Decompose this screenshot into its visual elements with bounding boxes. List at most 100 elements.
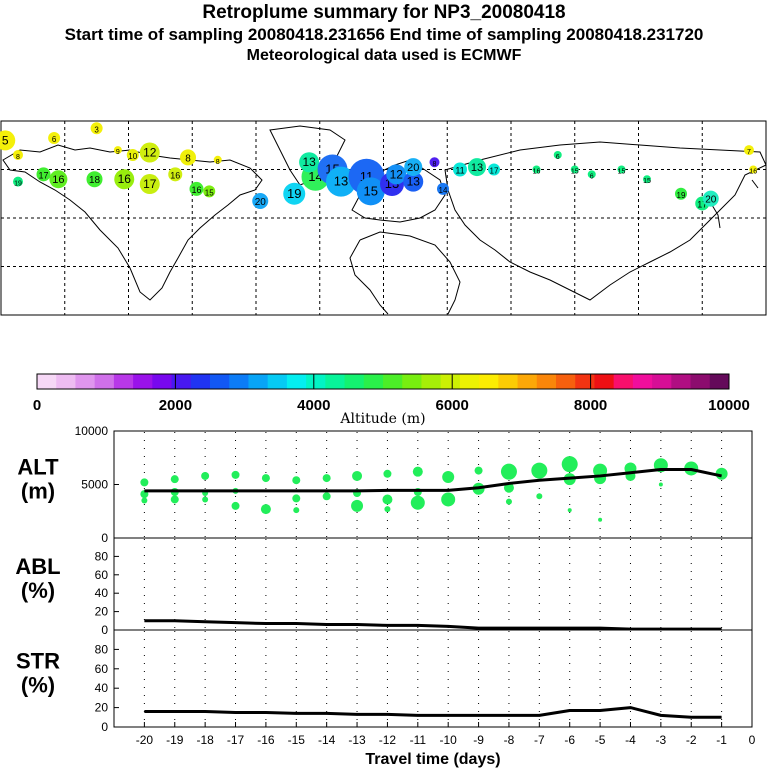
colorbar-swatch bbox=[498, 374, 519, 389]
colorbar-swatch bbox=[440, 374, 461, 389]
colorbar-swatch bbox=[421, 374, 442, 389]
plume-marker bbox=[386, 164, 407, 185]
alt-point bbox=[658, 482, 663, 487]
alt-point bbox=[292, 476, 301, 485]
alt-point bbox=[474, 466, 483, 475]
colorbar-axis-label: Altitude (m) bbox=[339, 411, 425, 427]
plume-label: 5 bbox=[2, 133, 9, 147]
colorbar-tick-label: 10000 bbox=[708, 397, 750, 414]
plume-label: 16 bbox=[191, 185, 201, 195]
x-tick-label: -13 bbox=[348, 733, 366, 747]
colorbar-swatch bbox=[383, 374, 403, 389]
alt-point bbox=[352, 470, 363, 481]
plume-label: 8 bbox=[433, 161, 437, 168]
plume-marker bbox=[13, 176, 23, 187]
x-tick-label: -16 bbox=[257, 733, 275, 747]
plume-label: 17 bbox=[143, 177, 157, 191]
alt-point bbox=[505, 498, 512, 505]
alt-point bbox=[410, 495, 425, 510]
x-tick-label: -8 bbox=[504, 733, 515, 747]
plume-marker bbox=[139, 142, 160, 163]
y-tick-label: 10000 bbox=[75, 424, 109, 438]
panel-side-label: ALT bbox=[17, 455, 59, 480]
plume-marker bbox=[744, 145, 754, 156]
plume-marker bbox=[702, 190, 719, 207]
colorbar-swatch bbox=[344, 374, 365, 389]
alt-point bbox=[140, 478, 149, 487]
x-tick-label: -7 bbox=[534, 733, 545, 747]
colorbar-swatch bbox=[709, 374, 730, 389]
colorbar-swatch bbox=[248, 374, 269, 389]
plume-marker bbox=[126, 148, 139, 161]
plume-label: 16 bbox=[52, 174, 64, 186]
plume-marker bbox=[49, 170, 68, 189]
x-tick-label: -6 bbox=[564, 733, 575, 747]
alt-point bbox=[536, 493, 543, 500]
plume-label: 14 bbox=[439, 186, 448, 195]
colorbar-swatch bbox=[306, 374, 326, 389]
colorbar-swatch bbox=[94, 374, 115, 389]
y-tick-label: 0 bbox=[101, 720, 108, 734]
plume-label: 15 bbox=[364, 183, 378, 198]
sampling-times: Start time of sampling 20080418.231656 E… bbox=[64, 25, 704, 44]
alt-point bbox=[412, 466, 423, 477]
plume-label: 11 bbox=[455, 166, 464, 176]
colorbar-swatch bbox=[575, 374, 595, 389]
plume-marker bbox=[114, 169, 135, 190]
plume-marker bbox=[252, 193, 269, 210]
colorbar-tick-label: 0 bbox=[33, 397, 41, 414]
x-tick-label: -3 bbox=[656, 733, 667, 747]
plume-label: 19 bbox=[287, 186, 301, 201]
plume-label: 19 bbox=[677, 191, 686, 200]
colorbar-swatch bbox=[594, 374, 615, 389]
plume-marker bbox=[139, 174, 160, 195]
alt-point bbox=[442, 471, 455, 484]
alt-point bbox=[500, 463, 517, 480]
plume-marker bbox=[749, 165, 758, 174]
colorbar-swatch bbox=[652, 374, 672, 389]
colorbar-swatch bbox=[190, 374, 211, 389]
plume-label: 9 bbox=[116, 149, 120, 156]
colorbar-swatch bbox=[517, 374, 538, 389]
colorbar-swatch bbox=[171, 374, 192, 389]
plume-marker bbox=[180, 149, 196, 166]
plume-marker bbox=[570, 165, 579, 174]
alt-point bbox=[141, 497, 148, 504]
alt-point bbox=[441, 492, 456, 507]
plume-label: 3 bbox=[94, 125, 99, 134]
plume-label: 15 bbox=[643, 178, 651, 185]
time-series-panels: 0500010000ALT(m)020406080ABL(%)020406080… bbox=[15, 424, 755, 768]
colorbar-swatch bbox=[363, 374, 384, 389]
plume-marker bbox=[13, 149, 23, 160]
alt-point bbox=[383, 469, 392, 478]
x-tick-label: -14 bbox=[318, 733, 336, 747]
plume-marker bbox=[675, 187, 687, 200]
plume-marker bbox=[48, 131, 61, 144]
plume-label: 12 bbox=[143, 146, 157, 160]
colorbar-swatch bbox=[402, 374, 422, 389]
colorbar-swatch bbox=[152, 374, 173, 389]
plume-label: 13 bbox=[471, 162, 483, 174]
plume-label: 16 bbox=[118, 172, 132, 186]
plume-marker bbox=[189, 181, 204, 196]
plume-marker bbox=[643, 175, 651, 184]
colorbar-tick-label: 2000 bbox=[159, 397, 192, 414]
colorbar-tick-label: 4000 bbox=[297, 397, 330, 414]
alt-point bbox=[170, 475, 179, 484]
plume-label: 6 bbox=[52, 135, 57, 144]
plume-label: 8 bbox=[216, 159, 220, 166]
plume-label: 8 bbox=[185, 153, 191, 164]
colorbar-tick-label: 8000 bbox=[574, 397, 607, 414]
plume-marker bbox=[168, 167, 183, 182]
y-tick-label: 20 bbox=[95, 701, 109, 715]
panel-abl: 0 20 40 60 80 ABL(%) bbox=[15, 537, 753, 637]
altitude-colorbar: 0 2000 4000 6000 8000 10000 Altitude (m) bbox=[33, 373, 750, 427]
alt-point bbox=[322, 492, 331, 501]
plume-label: 12 bbox=[390, 167, 404, 181]
plume-label: 6 bbox=[590, 173, 594, 180]
colorbar-swatch bbox=[671, 374, 692, 389]
x-tick-label: -15 bbox=[288, 733, 306, 747]
x-tick-label: -1 bbox=[716, 733, 727, 747]
plume-marker bbox=[283, 182, 306, 205]
